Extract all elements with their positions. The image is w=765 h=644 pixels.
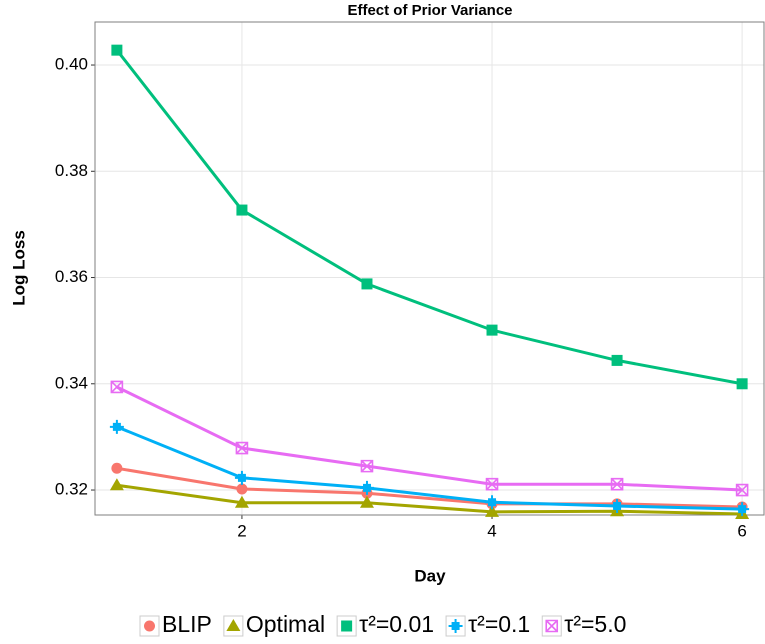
marker (234, 495, 249, 508)
series-line (116, 425, 743, 511)
marker (111, 462, 123, 474)
x-tick-label: 2 (237, 521, 246, 540)
marker (109, 478, 124, 491)
marker (234, 470, 249, 485)
marker (226, 619, 241, 631)
x-tick-label: 4 (487, 521, 496, 540)
y-tick-label: 0.38 (55, 161, 88, 180)
y-tick-label: 0.40 (55, 55, 88, 74)
marker (359, 480, 374, 495)
marker (485, 477, 499, 491)
marker (545, 619, 559, 633)
marker (236, 204, 248, 216)
chart-title: Effect of Prior Variance (347, 2, 512, 19)
marker (610, 498, 625, 513)
series-line (116, 483, 743, 516)
legend-label: BLIP (162, 611, 212, 637)
series-line (116, 466, 743, 509)
marker (486, 324, 498, 336)
legend: BLIP Optimal τ²=0.01 τ²=0.1 τ²=5.0 (139, 611, 626, 637)
x-tick-label: 6 (737, 521, 746, 540)
legend-label: Optimal (246, 611, 325, 637)
marker (361, 278, 373, 290)
marker (144, 620, 155, 632)
y-axis-label: Log Loss (9, 230, 28, 306)
marker (236, 483, 248, 495)
marker (109, 419, 124, 434)
marker (111, 44, 123, 56)
marker (736, 378, 748, 390)
marker (735, 502, 750, 517)
legend-label: τ²=0.01 (359, 611, 434, 637)
marker (485, 504, 500, 517)
marker (359, 495, 374, 508)
marker (485, 495, 500, 510)
marker (735, 483, 749, 497)
legend-label: τ²=0.1 (468, 611, 530, 637)
legend-label: τ²=5.0 (564, 611, 626, 637)
y-tick-label: 0.34 (55, 373, 88, 392)
marker (611, 354, 623, 366)
y-tick-label: 0.32 (55, 480, 88, 499)
x-axis-label: Day (414, 566, 446, 585)
marker (110, 380, 124, 394)
series-line (116, 385, 743, 492)
marker (235, 441, 249, 455)
y-tick-label: 0.36 (55, 267, 88, 286)
marker (341, 620, 353, 632)
marker (610, 477, 624, 491)
plot-border (94, 21, 765, 516)
series-line (115, 49, 743, 386)
marker (360, 459, 374, 473)
marker (448, 619, 463, 633)
